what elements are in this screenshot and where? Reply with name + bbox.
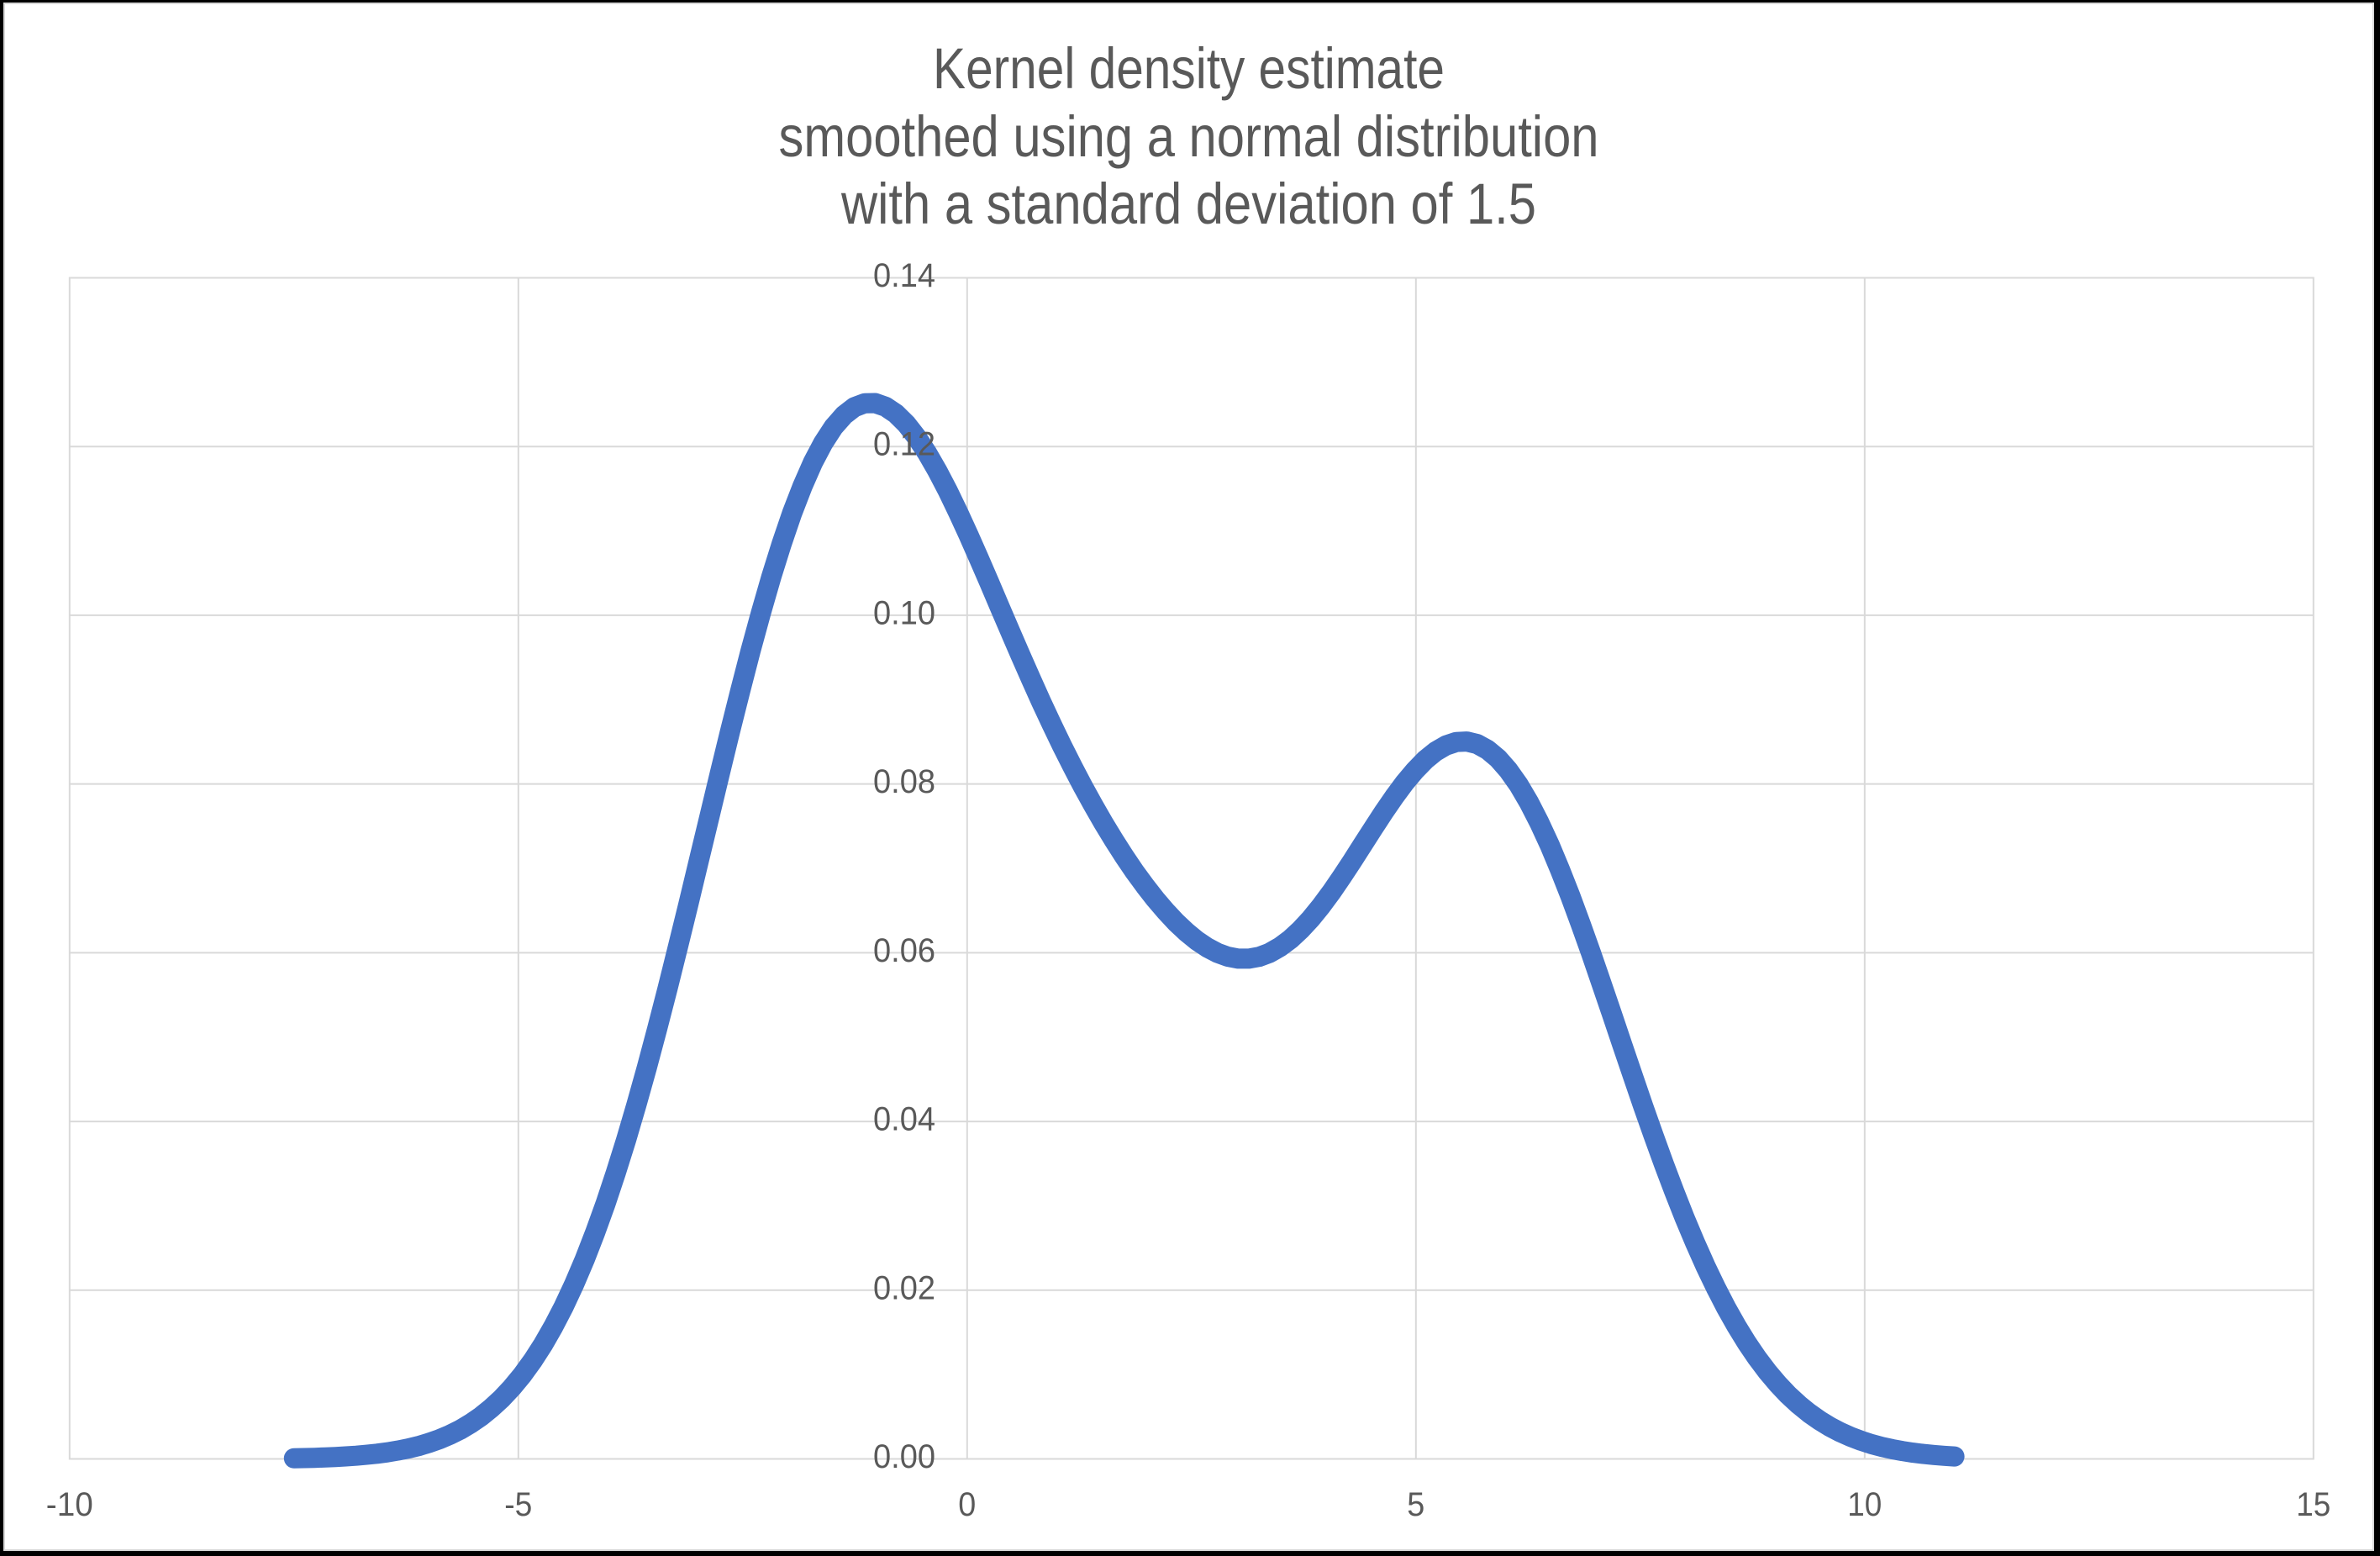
svg-text:0.10: 0.10 (873, 594, 935, 631)
svg-text:0: 0 (958, 1486, 976, 1523)
svg-text:with a standard deviation of 1: with a standard deviation of 1.5 (840, 171, 1536, 236)
svg-text:0.02: 0.02 (873, 1269, 935, 1306)
svg-text:0.14: 0.14 (873, 257, 935, 294)
svg-text:0.08: 0.08 (873, 763, 935, 800)
svg-text:10: 10 (1847, 1486, 1882, 1523)
svg-text:-10: -10 (46, 1486, 93, 1523)
svg-text:0.12: 0.12 (873, 426, 935, 463)
svg-text:Kernel density estimate: Kernel density estimate (933, 36, 1445, 101)
svg-text:15: 15 (2296, 1486, 2330, 1523)
svg-text:smoothed using a normal distri: smoothed using a normal distribution (779, 104, 1599, 169)
svg-text:-5: -5 (504, 1486, 532, 1523)
svg-text:0.06: 0.06 (873, 932, 935, 969)
svg-text:0.00: 0.00 (873, 1438, 935, 1475)
svg-text:0.04: 0.04 (873, 1101, 935, 1138)
svg-text:5: 5 (1407, 1486, 1424, 1523)
